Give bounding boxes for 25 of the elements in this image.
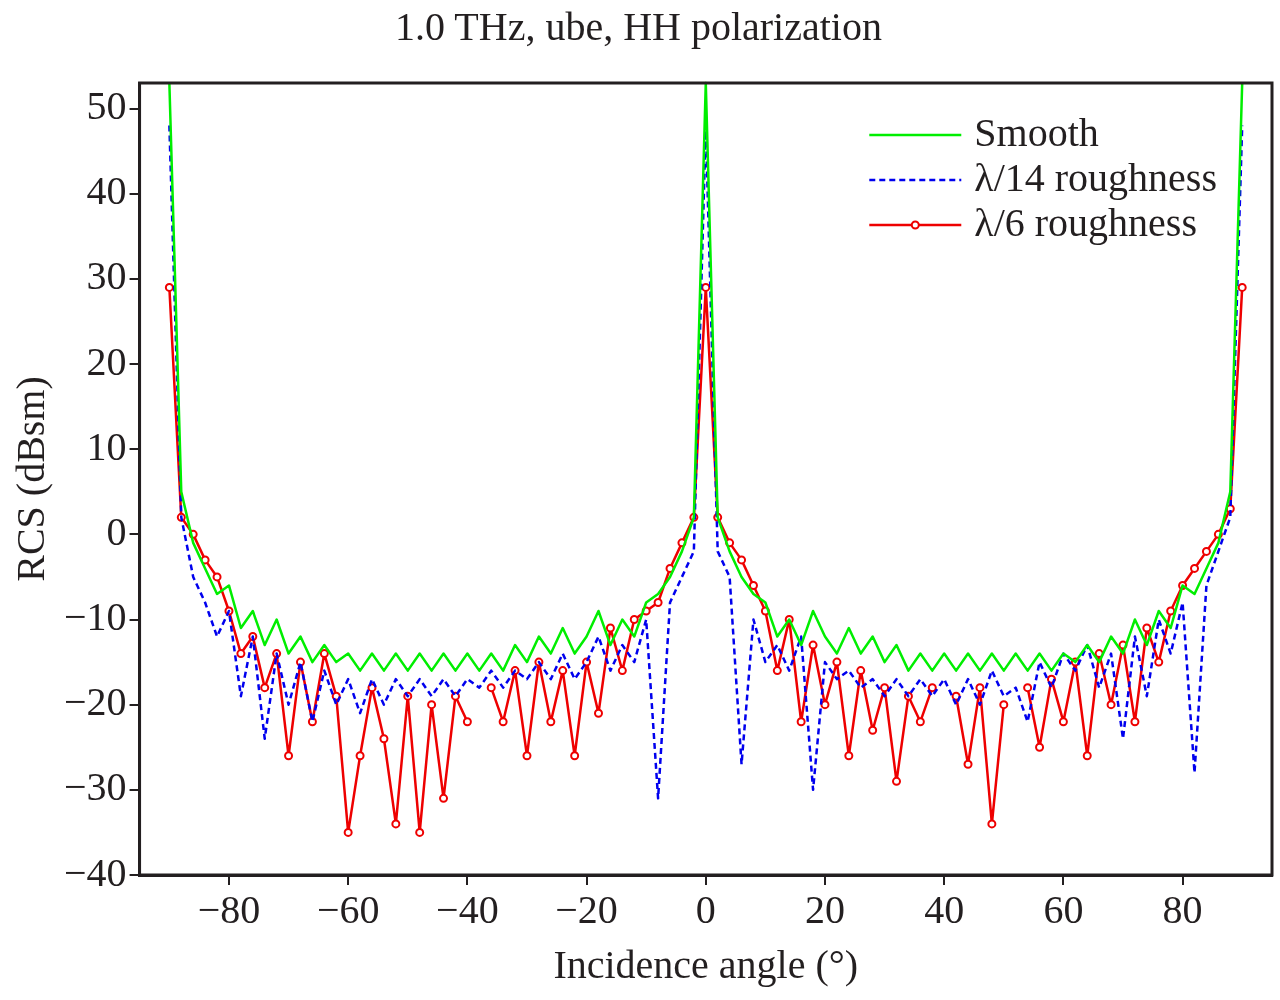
legend-label: Smooth bbox=[974, 109, 1099, 155]
legend-label: λ/6 roughness bbox=[974, 199, 1197, 245]
x-tick-label: 20 bbox=[804, 886, 845, 932]
y-tick-label: −10 bbox=[64, 594, 127, 640]
y-tick-label: 50 bbox=[86, 83, 127, 129]
x-tick-label: −80 bbox=[197, 886, 261, 932]
y-tick-label: 40 bbox=[86, 168, 127, 214]
x-tick-label: −60 bbox=[316, 886, 380, 932]
y-tick-label: −30 bbox=[64, 764, 127, 810]
y-axis-title: RCS (dBsm) bbox=[7, 376, 53, 582]
y-tick-label: −40 bbox=[64, 849, 127, 895]
x-tick-label: −40 bbox=[436, 886, 499, 932]
x-tick-label: 0 bbox=[695, 886, 716, 932]
y-tick-label: 0 bbox=[106, 508, 127, 554]
y-tick-label: −20 bbox=[64, 679, 127, 725]
x-axis-title: Incidence angle (°) bbox=[553, 941, 859, 987]
x-tick-label: 80 bbox=[1162, 886, 1203, 932]
y-tick-label: 20 bbox=[86, 338, 127, 384]
y-tick-label: 10 bbox=[86, 423, 127, 469]
x-tick-label: 40 bbox=[924, 886, 965, 932]
y-tick-label: 30 bbox=[86, 253, 127, 299]
x-tick-label: −20 bbox=[555, 886, 618, 932]
x-tick-label: 60 bbox=[1043, 886, 1084, 932]
chart-title: 1.0 THz, ube, HH polarization bbox=[395, 3, 882, 49]
legend-label: λ/14 roughness bbox=[974, 154, 1217, 200]
